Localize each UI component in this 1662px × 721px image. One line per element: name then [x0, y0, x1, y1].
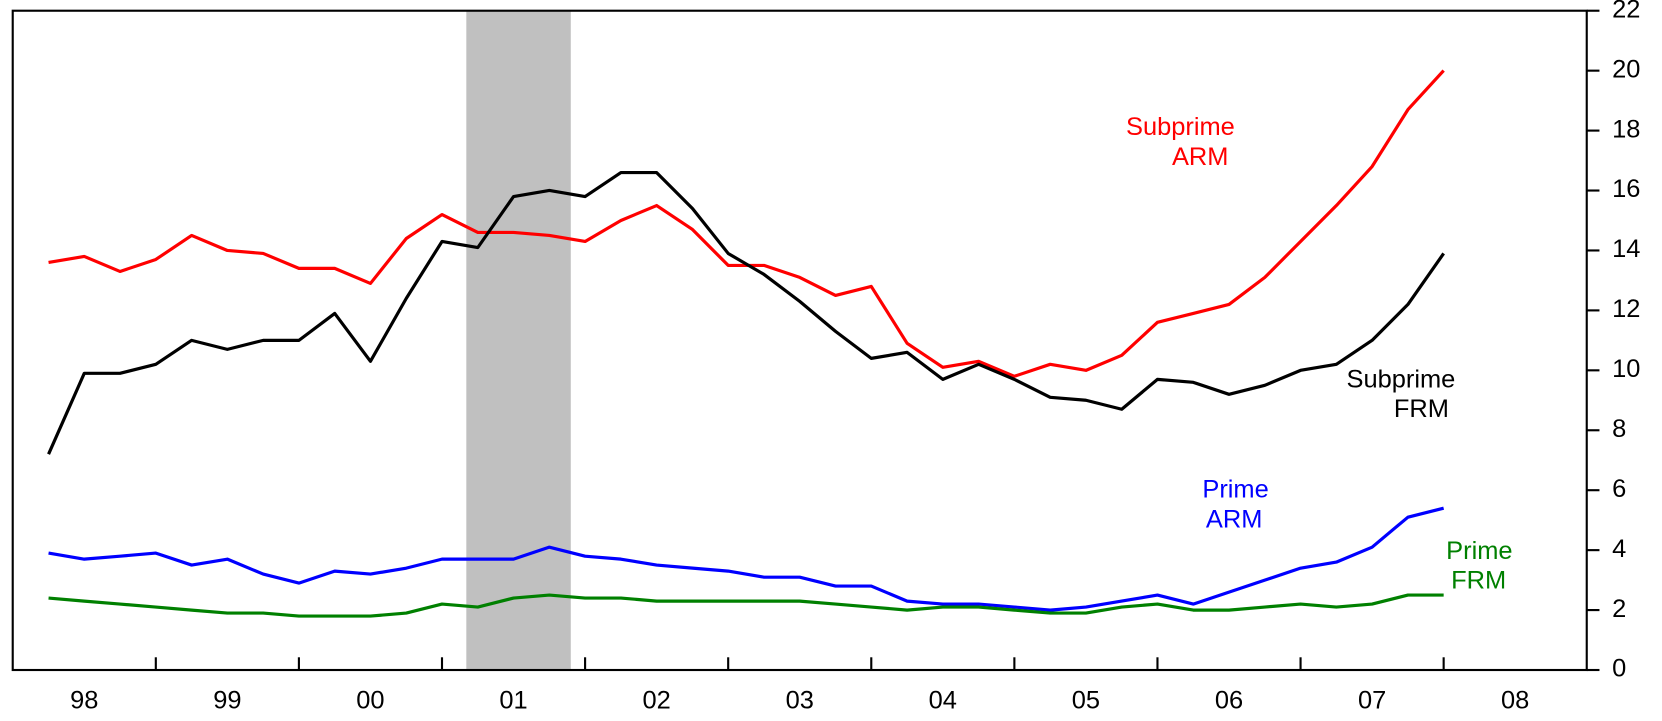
x-tick-label: 06 [1215, 687, 1243, 715]
y-tick-label: 0 [1612, 655, 1626, 683]
series-line [47, 170, 1445, 455]
y-tick-label: 4 [1612, 535, 1626, 563]
y-tick-label: 14 [1612, 235, 1640, 263]
x-tick-label: 08 [1501, 687, 1529, 715]
series-line [48, 506, 1445, 612]
series-label: FRM [1451, 567, 1506, 595]
series-label: Subprime [1126, 113, 1235, 141]
y-tick-label: 18 [1612, 115, 1640, 143]
y-tick-label: 8 [1612, 415, 1626, 443]
y-tick-label: 16 [1612, 175, 1640, 203]
plot-frame [11, 9, 1588, 672]
y-tick-label: 12 [1612, 295, 1640, 323]
y-tick-label: 20 [1612, 55, 1640, 83]
y-tick-label: 10 [1612, 355, 1640, 383]
series-label: FRM [1394, 395, 1449, 423]
series-label: Prime [1446, 537, 1512, 565]
series-label: Subprime [1346, 365, 1455, 393]
x-tick-label: 05 [1072, 687, 1100, 715]
x-tick-label: 02 [642, 687, 670, 715]
series-label: Prime [1202, 476, 1268, 504]
y-tick-label: 2 [1612, 595, 1626, 623]
series-label: ARM [1206, 505, 1263, 533]
series-label: ARM [1172, 143, 1229, 171]
y-tick-label: 6 [1612, 475, 1626, 503]
x-tick-label: 01 [499, 687, 527, 715]
x-tick-label: 07 [1358, 687, 1386, 715]
series-line [48, 593, 1444, 618]
x-tick-label: 00 [356, 687, 384, 715]
y-tick-label: 22 [1612, 0, 1640, 23]
recession-band [466, 10, 571, 671]
x-tick-label: 03 [786, 687, 814, 715]
x-tick-label: 04 [929, 687, 957, 715]
x-tick-label: 99 [213, 687, 241, 715]
x-tick-label: 98 [70, 687, 98, 715]
